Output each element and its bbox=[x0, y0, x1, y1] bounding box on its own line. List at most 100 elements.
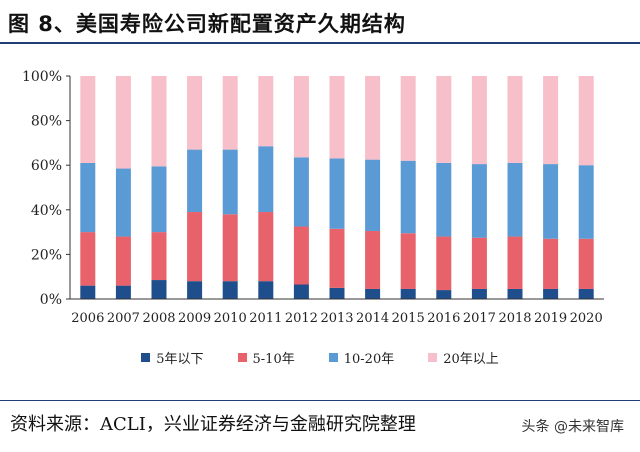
stacked-bar-chart: 0%20%40%60%80%100% 2006 2007 2008 2009 2010 2… bbox=[22, 69, 604, 326]
title-rule bbox=[0, 42, 640, 44]
bar-segment bbox=[329, 228, 345, 288]
legend: 5年以下 5-10年 10-20年 20年以上 bbox=[0, 346, 640, 368]
bar-segment bbox=[293, 157, 309, 227]
bar-segment bbox=[329, 76, 345, 159]
bar-segment bbox=[187, 281, 203, 299]
x-tick-label: 2017 bbox=[463, 311, 496, 326]
x-tick-label: 2008 bbox=[142, 311, 175, 326]
bar-segment bbox=[365, 288, 381, 299]
bar-segment bbox=[329, 158, 345, 229]
bar-segment bbox=[471, 237, 487, 289]
x-tick-label: 2009 bbox=[178, 311, 211, 326]
bar-segment bbox=[578, 238, 594, 289]
x-tick-label: 2015 bbox=[392, 311, 425, 326]
legend-swatch bbox=[328, 352, 338, 362]
bar-segment bbox=[578, 76, 594, 166]
x-axis: 2006 2007 2008 2009 2010 2011 2012 2013 2014 2015… bbox=[70, 298, 604, 326]
watermark: 头条 @未来智库 bbox=[517, 416, 628, 436]
legend-label: 5-10年 bbox=[252, 351, 295, 367]
legend-swatch bbox=[237, 352, 247, 362]
y-tick-label: 20% bbox=[31, 247, 62, 263]
bar-segment bbox=[507, 236, 523, 289]
y-tick-label: 60% bbox=[31, 158, 62, 174]
bar-segment bbox=[80, 232, 96, 286]
x-tick-label: 2010 bbox=[214, 311, 247, 326]
x-tick-label: 2011 bbox=[249, 311, 282, 326]
legend-label: 20年以上 bbox=[443, 351, 499, 367]
bar-segment bbox=[258, 146, 274, 213]
bar-segment bbox=[507, 162, 523, 237]
legend-label: 10-20年 bbox=[343, 351, 395, 367]
bar-segment bbox=[151, 232, 167, 281]
x-tick-label: 2012 bbox=[285, 311, 318, 326]
bar-segment bbox=[115, 236, 131, 286]
chart-title: 图 8、美国寿险公司新配置资产久期结构 bbox=[8, 12, 406, 36]
bar-segment bbox=[400, 160, 416, 234]
legend-swatch bbox=[141, 352, 151, 362]
x-tick-label: 2014 bbox=[356, 311, 389, 326]
bar-segment bbox=[400, 233, 416, 289]
bar-segment bbox=[151, 280, 167, 299]
bar-segment bbox=[80, 162, 96, 233]
bar-segment bbox=[222, 214, 238, 282]
x-tick-label: 2020 bbox=[570, 311, 603, 326]
bar-segment bbox=[258, 281, 274, 299]
legend-item: 10-20年 bbox=[328, 348, 395, 367]
y-tick-label: 100% bbox=[22, 69, 62, 85]
bar-segment bbox=[293, 284, 309, 299]
bar-segment bbox=[365, 76, 381, 160]
bar-segment bbox=[80, 285, 96, 299]
y-tick-label: 80% bbox=[31, 114, 62, 130]
y-tick-label: 0% bbox=[40, 292, 62, 308]
bar-segment bbox=[436, 76, 452, 163]
bar-segment bbox=[80, 76, 96, 163]
x-tick-label: 2019 bbox=[534, 311, 567, 326]
bar-segment bbox=[436, 290, 452, 299]
bar-segment bbox=[115, 168, 131, 237]
legend-swatch bbox=[428, 352, 438, 362]
bar-segment bbox=[543, 76, 559, 165]
bar-segment bbox=[436, 162, 452, 237]
bar-segment bbox=[222, 76, 238, 150]
bar-segment bbox=[578, 165, 594, 239]
x-tick-label: 2013 bbox=[320, 311, 353, 326]
bar-segment bbox=[471, 164, 487, 238]
bar-segment bbox=[258, 76, 274, 147]
bar-segment bbox=[115, 76, 131, 169]
x-tick-label: 2016 bbox=[427, 311, 460, 326]
bar-segment bbox=[151, 76, 167, 167]
bar-segment bbox=[222, 281, 238, 299]
bar-segment bbox=[187, 76, 203, 150]
legend-label: 5年以下 bbox=[156, 351, 204, 367]
bar-segment bbox=[187, 149, 203, 213]
bar-segment bbox=[222, 149, 238, 215]
bar-segment bbox=[329, 287, 345, 299]
bar-segment bbox=[365, 230, 381, 289]
bar-segment bbox=[507, 76, 523, 163]
bar-segment bbox=[578, 288, 594, 299]
legend-item: 5-10年 bbox=[237, 348, 295, 367]
bar-segment bbox=[436, 236, 452, 291]
bar-segment bbox=[115, 285, 131, 299]
bar-segment bbox=[543, 164, 559, 239]
header: 图 8、美国寿险公司新配置资产久期结构 bbox=[0, 0, 640, 44]
footer-rule bbox=[0, 400, 640, 401]
legend-item: 20年以上 bbox=[428, 348, 499, 367]
bar-segment bbox=[400, 288, 416, 299]
bar-segment bbox=[187, 212, 203, 282]
bar-segment bbox=[543, 238, 559, 289]
bar-segment bbox=[471, 288, 487, 299]
bar-segment bbox=[293, 226, 309, 285]
bar-segment bbox=[293, 76, 309, 158]
bar-segment bbox=[543, 288, 559, 299]
x-tick-label: 2018 bbox=[498, 311, 531, 326]
bar-segment bbox=[471, 76, 487, 165]
x-tick-label: 2007 bbox=[107, 311, 140, 326]
bar-segment bbox=[507, 288, 523, 299]
source-note: 资料来源：ACLI，兴业证券经济与金融研究院整理 bbox=[10, 414, 416, 435]
bars bbox=[80, 76, 594, 299]
bar-segment bbox=[365, 159, 381, 231]
bar-segment bbox=[151, 166, 167, 233]
legend-item: 5年以下 bbox=[141, 348, 204, 367]
x-tick-label: 2006 bbox=[71, 311, 104, 326]
